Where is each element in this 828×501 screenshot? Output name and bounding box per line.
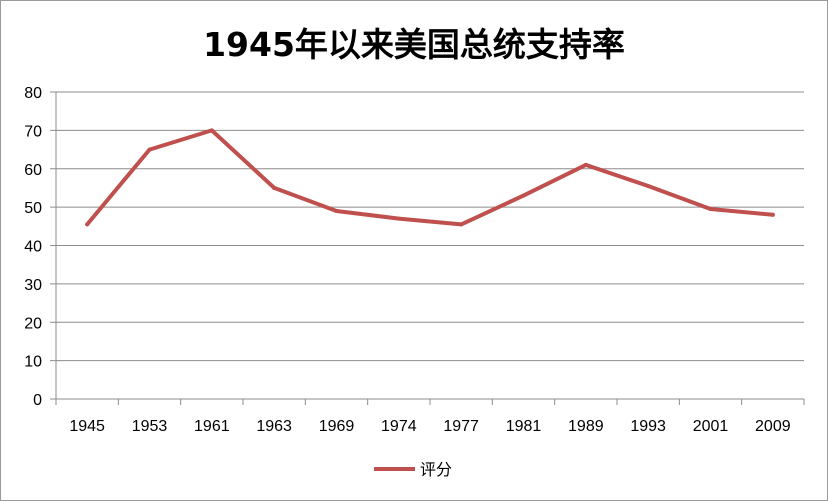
x-tick-label-1989: 1989: [568, 418, 604, 435]
y-tick-label-30: 30: [24, 277, 42, 294]
y-tick-label-50: 50: [24, 200, 42, 217]
legend-label-rating: 评分: [420, 460, 452, 479]
x-axis-tick-labels: 1945 1953 1961 1963 1969 1974 1977 1981 1989 1993…: [69, 418, 790, 435]
x-tick-label-1969: 1969: [319, 418, 355, 435]
x-tick-label-1963: 1963: [256, 418, 292, 435]
y-tick-label-20: 20: [24, 315, 42, 332]
data-point-2009: [770, 212, 775, 217]
series-layer: [85, 128, 775, 227]
x-tick-label-1961: 1961: [194, 418, 230, 435]
x-tick-label-1981: 1981: [506, 418, 542, 435]
legend: 评分: [374, 460, 452, 479]
x-tick-label-1974: 1974: [381, 418, 417, 435]
x-tick-label-1993: 1993: [630, 418, 666, 435]
axes: [50, 91, 805, 405]
y-tick-label-10: 10: [24, 354, 42, 371]
x-tick-label-1953: 1953: [132, 418, 168, 435]
y-tick-label-80: 80: [24, 85, 42, 102]
x-tick-label-1945: 1945: [69, 418, 105, 435]
data-point-1953: [147, 147, 152, 152]
data-point-1969: [334, 208, 339, 213]
chart-title: 1945年以来美国总统支持率: [203, 25, 625, 64]
data-point-1961: [209, 128, 214, 133]
y-tick-label-40: 40: [24, 239, 42, 256]
data-point-1993: [646, 184, 651, 189]
data-point-1974: [396, 216, 401, 221]
x-tick-label-2009: 2009: [755, 418, 791, 435]
data-point-1981: [521, 193, 526, 198]
data-point-2001: [708, 207, 713, 212]
x-tick-label-2001: 2001: [693, 418, 729, 435]
data-point-1989: [583, 162, 588, 167]
y-tick-label-0: 0: [33, 392, 42, 409]
y-axis-tick-labels: 0 10 20 30 40 50 60 70 80: [24, 85, 42, 409]
y-tick-label-70: 70: [24, 123, 42, 140]
data-point-1977: [459, 222, 464, 227]
x-tick-label-1977: 1977: [443, 418, 479, 435]
data-point-1945: [85, 222, 90, 227]
y-tick-label-60: 60: [24, 162, 42, 179]
series-line-0: [85, 128, 775, 227]
gridlines: [56, 91, 804, 362]
data-point-1963: [272, 185, 277, 190]
